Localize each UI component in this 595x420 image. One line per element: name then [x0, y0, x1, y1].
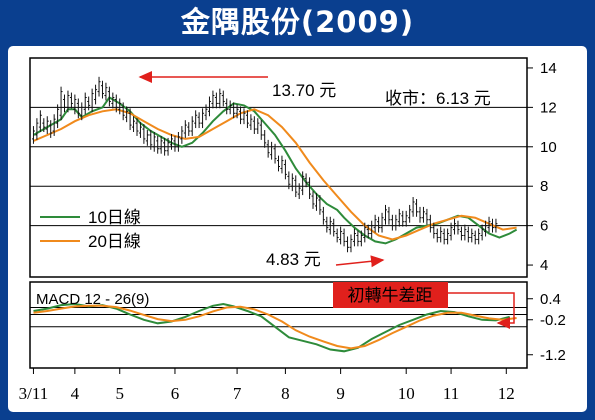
xtick-label: 3/11	[19, 384, 49, 403]
price-ytick-label: 4	[540, 257, 548, 274]
high-annotation: 13.70 元	[272, 81, 336, 100]
macd-line-signal	[33, 304, 517, 350]
macd-panel-border	[29, 281, 528, 369]
xtick-label: 7	[233, 384, 242, 403]
xtick-label: 4	[71, 384, 80, 403]
macd-label: MACD 12 - 26(9)	[36, 291, 149, 308]
price-ytick-label: 8	[540, 178, 548, 195]
price-ytick-label: 6	[540, 218, 548, 235]
macd-line-macd	[33, 302, 510, 353]
labels: 14 12 10 8 6 4 0.4 -0.2 -1.2 3/11 4 5 6 7 8 9 10 11 12 10日線…	[19, 60, 566, 403]
bull-gap-label: 初轉牛差距	[348, 286, 433, 305]
low-arrow	[335, 255, 385, 268]
price-ma-line-20d	[33, 108, 517, 241]
macd-ytick-label: 0.4	[540, 291, 561, 308]
price-ytick-label: 10	[540, 139, 557, 156]
xtick-label: 5	[115, 384, 124, 403]
close-annotation: 收市：6.13 元	[385, 89, 491, 108]
macd-ytick-label: -0.2	[540, 312, 566, 329]
bull-gap-arrow	[448, 292, 515, 329]
price-bars	[31, 76, 498, 253]
legend-label: 10日線	[88, 208, 141, 227]
price-panel-border	[29, 57, 528, 278]
price-ytick-label: 14	[540, 60, 557, 77]
xtick-label: 8	[281, 384, 290, 403]
xtick-label: 10	[398, 384, 415, 403]
axes	[29, 57, 533, 374]
low-annotation: 4.83 元	[266, 250, 321, 269]
xtick-label: 6	[171, 384, 180, 403]
xtick-label: 11	[443, 384, 459, 403]
legend-label: 20日線	[88, 232, 141, 251]
chart-title: 金隅股份(2009)	[180, 5, 415, 39]
price-ytick-label: 12	[540, 99, 557, 116]
xtick-label: 12	[498, 384, 515, 403]
macd-ytick-label: -1.2	[540, 347, 566, 364]
xtick-label: 9	[336, 384, 345, 403]
bull-gap-box	[333, 282, 448, 308]
